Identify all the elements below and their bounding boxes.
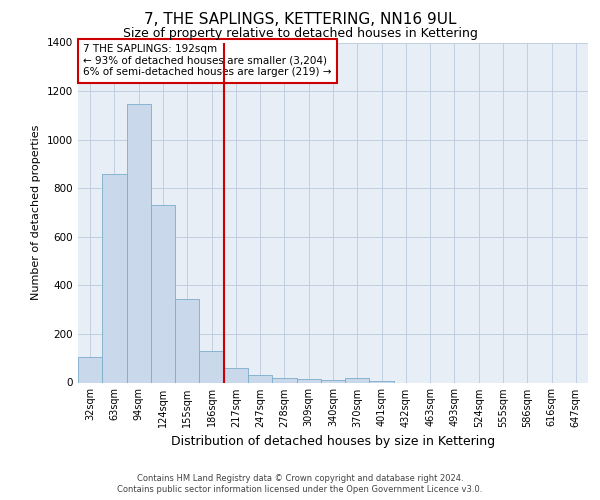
Bar: [248, 375, 272, 382]
Bar: [199, 351, 224, 382]
Bar: [127, 104, 151, 382]
Text: Contains HM Land Registry data © Crown copyright and database right 2024.
Contai: Contains HM Land Registry data © Crown c…: [118, 474, 482, 494]
Text: 7, THE SAPLINGS, KETTERING, NN16 9UL: 7, THE SAPLINGS, KETTERING, NN16 9UL: [144, 12, 456, 28]
Bar: [272, 378, 296, 382]
Y-axis label: Number of detached properties: Number of detached properties: [31, 125, 41, 300]
X-axis label: Distribution of detached houses by size in Kettering: Distribution of detached houses by size …: [171, 435, 495, 448]
Text: Size of property relative to detached houses in Kettering: Size of property relative to detached ho…: [122, 28, 478, 40]
Bar: [102, 174, 127, 382]
Bar: [321, 380, 345, 382]
Bar: [151, 205, 175, 382]
Bar: [175, 298, 199, 382]
Text: 7 THE SAPLINGS: 192sqm
← 93% of detached houses are smaller (3,204)
6% of semi-d: 7 THE SAPLINGS: 192sqm ← 93% of detached…: [83, 44, 332, 78]
Bar: [296, 379, 321, 382]
Bar: [345, 378, 370, 382]
Bar: [78, 357, 102, 382]
Bar: [224, 368, 248, 382]
